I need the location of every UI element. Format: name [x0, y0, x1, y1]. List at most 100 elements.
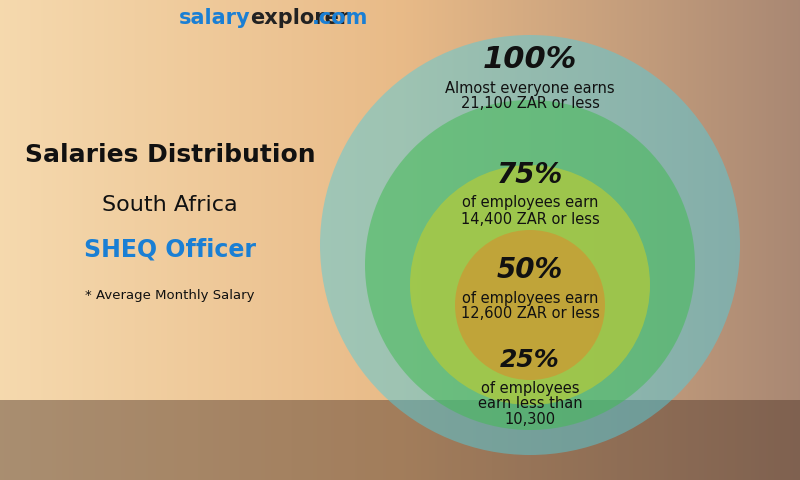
Bar — [505, 0, 506, 480]
Bar — [173, 0, 174, 480]
Bar — [78, 0, 79, 480]
Bar — [338, 0, 339, 480]
Bar — [704, 0, 706, 480]
Bar — [527, 0, 528, 480]
Bar — [420, 0, 421, 480]
Bar — [154, 0, 155, 480]
Bar — [225, 0, 226, 480]
Bar — [642, 0, 643, 480]
Bar — [707, 0, 708, 480]
Bar — [236, 0, 237, 480]
Bar — [686, 0, 687, 480]
Bar — [100, 0, 101, 480]
Bar — [37, 0, 38, 480]
Bar — [379, 0, 380, 480]
Bar — [487, 0, 488, 480]
Bar — [632, 0, 634, 480]
Text: 10,300: 10,300 — [505, 412, 555, 428]
Bar — [653, 0, 654, 480]
Bar — [765, 0, 766, 480]
Bar — [616, 0, 618, 480]
Bar — [166, 0, 167, 480]
Bar — [229, 0, 230, 480]
Bar — [389, 0, 390, 480]
Bar — [305, 0, 306, 480]
Bar — [228, 0, 229, 480]
Bar — [26, 0, 27, 480]
Bar — [730, 0, 731, 480]
Bar — [483, 0, 484, 480]
Bar — [661, 0, 662, 480]
Bar — [158, 0, 159, 480]
Bar — [756, 0, 758, 480]
Bar — [598, 0, 599, 480]
Bar — [700, 0, 701, 480]
Bar — [522, 0, 523, 480]
Bar — [106, 0, 107, 480]
Bar — [703, 0, 704, 480]
Bar — [202, 0, 203, 480]
Bar — [435, 0, 436, 480]
Bar — [768, 0, 770, 480]
Text: Almost everyone earns: Almost everyone earns — [445, 81, 615, 96]
Bar — [18, 0, 19, 480]
Bar — [372, 0, 373, 480]
Bar — [442, 0, 443, 480]
Bar — [176, 0, 178, 480]
Bar — [255, 0, 256, 480]
Bar — [321, 0, 322, 480]
Bar — [763, 0, 764, 480]
Bar — [252, 0, 253, 480]
Bar — [234, 0, 235, 480]
Bar — [209, 0, 210, 480]
Bar — [286, 0, 287, 480]
Bar — [449, 0, 450, 480]
Bar — [300, 0, 301, 480]
Circle shape — [320, 35, 740, 455]
Bar — [534, 0, 535, 480]
Bar — [562, 0, 563, 480]
Bar — [332, 0, 333, 480]
Bar — [301, 0, 302, 480]
Bar — [273, 0, 274, 480]
Bar — [85, 0, 86, 480]
Bar — [687, 0, 688, 480]
Bar — [744, 0, 746, 480]
Bar — [223, 0, 224, 480]
Bar — [267, 0, 268, 480]
Bar — [711, 0, 712, 480]
Bar — [569, 0, 570, 480]
Bar — [586, 0, 587, 480]
Bar — [457, 0, 458, 480]
Bar — [415, 0, 416, 480]
Bar — [363, 0, 364, 480]
Bar — [119, 0, 120, 480]
Bar — [427, 0, 428, 480]
Bar — [484, 0, 485, 480]
Bar — [211, 0, 212, 480]
Bar — [473, 0, 474, 480]
Bar — [450, 0, 451, 480]
Bar — [309, 0, 310, 480]
Bar — [143, 0, 144, 480]
Bar — [94, 0, 95, 480]
Bar — [192, 0, 194, 480]
Bar — [353, 0, 354, 480]
Bar — [785, 0, 786, 480]
Bar — [766, 0, 767, 480]
Bar — [125, 0, 126, 480]
Bar — [274, 0, 275, 480]
Bar — [727, 0, 728, 480]
Bar — [691, 0, 692, 480]
Bar — [306, 0, 307, 480]
Bar — [720, 0, 722, 480]
Bar — [116, 0, 118, 480]
Bar — [23, 0, 24, 480]
Bar — [749, 0, 750, 480]
Bar — [293, 0, 294, 480]
Bar — [147, 0, 148, 480]
Bar — [182, 0, 183, 480]
Bar — [356, 0, 357, 480]
Bar — [129, 0, 130, 480]
Bar — [200, 0, 202, 480]
